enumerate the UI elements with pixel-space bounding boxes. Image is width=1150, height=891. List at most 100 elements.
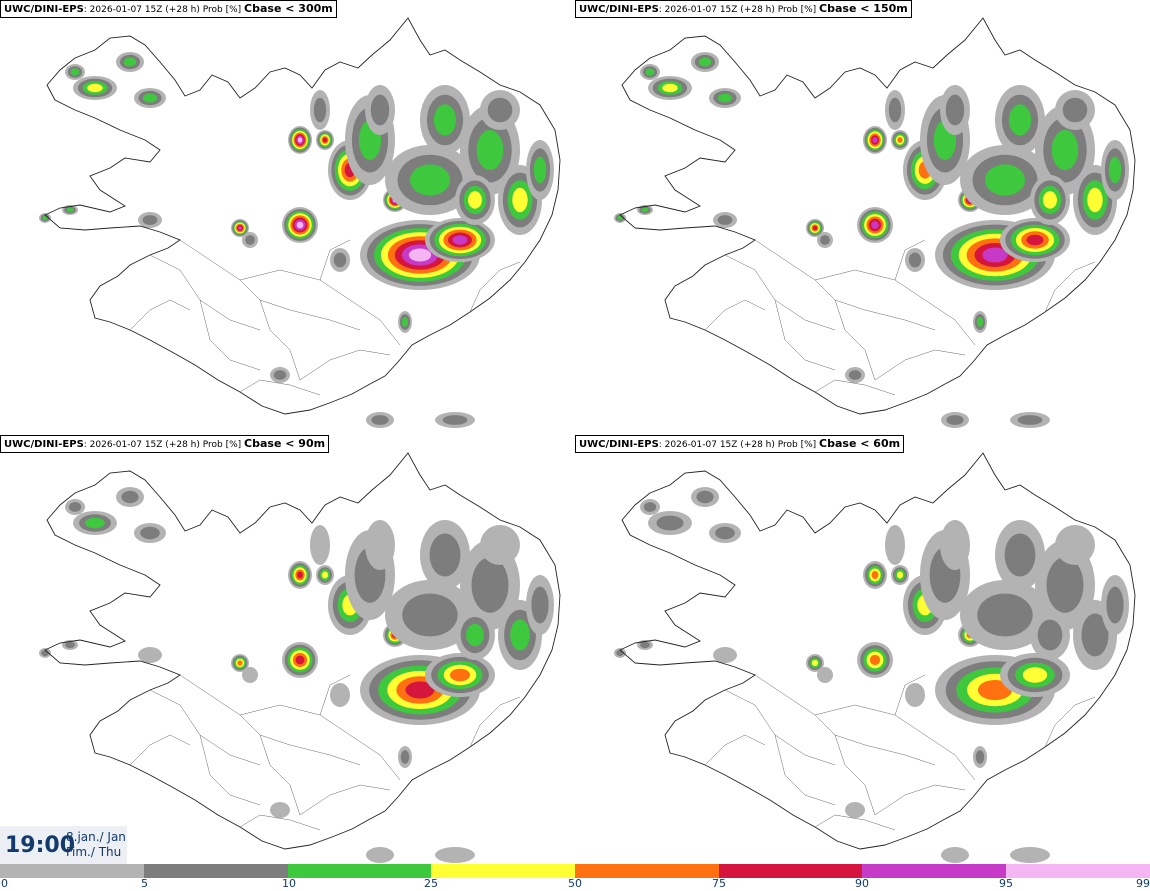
map-panel-300m: UWC/DINI-EPS: 2026-01-07 15Z (+28 h) Pro… <box>0 0 575 435</box>
probability-area <box>65 641 75 649</box>
probability-area <box>471 557 509 613</box>
region-boundary <box>199 299 261 371</box>
probability-area <box>322 137 328 143</box>
coastline <box>619 17 1136 415</box>
iceland-probability-map <box>614 17 1136 428</box>
probability-area <box>715 526 735 540</box>
probability-area <box>313 97 327 123</box>
probability-area <box>643 502 657 512</box>
probability-area <box>435 847 475 863</box>
probability-area <box>533 156 547 184</box>
probability-area <box>510 619 530 651</box>
probability-area <box>476 130 504 170</box>
probability-area <box>405 681 435 699</box>
probability-area <box>698 57 712 67</box>
region-boundary <box>469 261 521 313</box>
probability-area <box>717 93 733 103</box>
probability-area <box>977 680 1013 700</box>
region-boundary <box>179 239 301 381</box>
probability-area <box>433 104 457 136</box>
probability-area <box>452 235 468 245</box>
probability-area <box>41 649 49 657</box>
probability-area <box>321 571 329 579</box>
probability-area <box>845 802 865 818</box>
probability-area <box>1017 415 1043 425</box>
probability-area <box>42 215 48 221</box>
probability-area <box>466 623 484 647</box>
probability-area <box>945 94 965 126</box>
probability-area <box>871 221 879 229</box>
probability-area <box>885 525 905 565</box>
legend-segment <box>575 864 719 878</box>
iceland-probability-map <box>614 452 1136 863</box>
panel-title: UWC/DINI-EPS: 2026-01-07 15Z (+28 h) Pro… <box>575 0 912 18</box>
valid-date: 8.jan./ Jan <box>66 830 126 844</box>
probability-area <box>656 515 684 531</box>
probability-area <box>140 526 160 540</box>
probability-area <box>640 641 650 649</box>
probability-area <box>645 68 655 76</box>
probability-area <box>812 225 818 231</box>
map-panel-60m: UWC/DINI-EPS: 2026-01-07 15Z (+28 h) Pro… <box>575 435 1150 870</box>
probability-area <box>68 502 82 512</box>
region-boundary <box>874 349 966 381</box>
region-boundary <box>894 239 926 281</box>
probability-area <box>1108 156 1122 184</box>
probability-area <box>85 517 105 529</box>
region-boundary <box>149 254 261 331</box>
region-boundary <box>834 299 936 331</box>
probability-area <box>450 668 470 682</box>
region-boundary <box>814 814 896 831</box>
region-boundary <box>469 696 521 748</box>
probability-area <box>400 750 410 764</box>
probability-area <box>270 802 290 818</box>
probability-area <box>66 207 74 213</box>
region-boundary <box>1044 261 1096 313</box>
probability-area <box>531 586 549 624</box>
region-boundary <box>894 674 926 716</box>
probability-area <box>617 215 623 221</box>
probability-area <box>487 97 513 123</box>
valid-time-box: 19:00 8.jan./ Jan Fim./ Thu <box>0 826 127 864</box>
probability-area <box>976 317 984 327</box>
probability-area <box>871 571 879 579</box>
panel-title: UWC/DINI-EPS: 2026-01-07 15Z (+28 h) Pro… <box>575 435 905 453</box>
probability-area <box>366 847 394 863</box>
probability-area <box>142 215 158 225</box>
probability-area <box>982 247 1008 263</box>
color-legend: 0 5 10 25 50 75 90 95 99 <box>0 862 1150 891</box>
legend-tick: 75 <box>712 877 726 890</box>
legend-tick: 90 <box>855 877 869 890</box>
region-boundary <box>319 674 351 716</box>
probability-area <box>897 137 903 143</box>
probability-area <box>371 415 389 425</box>
region-boundary <box>724 689 836 766</box>
region-boundary <box>774 299 836 371</box>
probability-area <box>641 207 649 213</box>
region-boundary <box>834 734 936 766</box>
region-boundary <box>874 784 966 816</box>
probability-area <box>1004 533 1036 577</box>
probability-area <box>87 83 103 93</box>
probability-area <box>1055 525 1095 565</box>
probability-area <box>429 533 461 577</box>
probability-area <box>1043 191 1057 209</box>
probability-area <box>985 164 1025 196</box>
region-boundary <box>754 239 876 381</box>
probability-area <box>1026 234 1044 246</box>
probability-area <box>696 490 714 504</box>
legend-tick: 95 <box>999 877 1013 890</box>
valid-time: 19:00 <box>5 833 76 858</box>
legend-segment <box>288 864 431 878</box>
probability-area <box>616 649 624 657</box>
probability-area <box>811 659 819 667</box>
probability-area <box>977 593 1033 637</box>
legend-segment <box>0 864 144 878</box>
probability-area <box>946 415 964 425</box>
region-boundary <box>239 269 401 346</box>
probability-area <box>905 683 925 707</box>
probability-area <box>1087 187 1103 213</box>
probability-area <box>138 647 162 663</box>
region-boundary <box>319 239 351 281</box>
probability-area <box>869 654 881 666</box>
